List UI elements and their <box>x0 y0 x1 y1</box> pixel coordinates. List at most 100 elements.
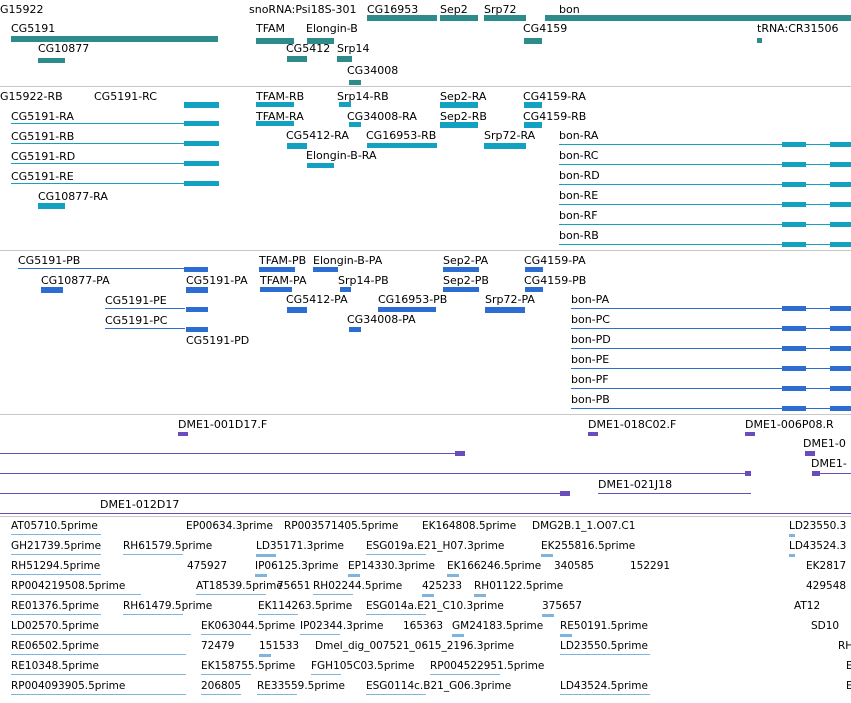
proteins-feature-label[interactable]: CG16953-PB <box>378 293 448 306</box>
proteins-feature-label[interactable]: Elongin-B-PA <box>313 254 383 267</box>
transcripts-exon-block[interactable] <box>782 202 806 207</box>
ests-feature-label[interactable]: LD43524.3 <box>789 540 847 552</box>
ests-feature-label[interactable]: EK164808.5prime <box>422 520 517 532</box>
genes-feature-label[interactable]: CG16953 <box>367 3 419 16</box>
transcript-track[interactable]: G15922-RB CG5191-RC CG5191-RA CG5191-RB CG51… <box>0 87 851 250</box>
transcripts-exon-block[interactable] <box>782 162 806 167</box>
ests-exon-block[interactable] <box>560 634 572 637</box>
est-track[interactable]: AT05710.5prime EP00634.3prime RP003571405.… <box>0 517 851 703</box>
transcripts-exon-block[interactable] <box>307 163 334 168</box>
ests-feature-label[interactable]: AT05710.5prime <box>11 520 98 532</box>
transcripts-feature-label[interactable]: Srp14-RB <box>337 90 389 103</box>
transcripts-intron-line[interactable] <box>559 244 851 245</box>
transcripts-intron-line[interactable] <box>559 224 851 225</box>
proteins-intron-line[interactable] <box>571 368 851 369</box>
clones-feature-label[interactable]: DME1-006P08.R <box>745 418 834 431</box>
ests-intron-line[interactable] <box>11 634 191 635</box>
ests-feature-label[interactable]: AT18539.5prime <box>196 580 283 592</box>
ests-exon-block[interactable] <box>789 554 795 557</box>
transcripts-feature-label[interactable]: Srp72-RA <box>484 129 536 142</box>
ests-feature-label[interactable]: 72479 <box>201 640 235 652</box>
genes-exon-block[interactable] <box>337 56 352 62</box>
proteins-exon-block[interactable] <box>830 326 851 331</box>
ests-intron-line[interactable] <box>201 694 241 695</box>
transcripts-exon-block[interactable] <box>184 181 219 186</box>
clones-feature-label[interactable]: DME1- <box>811 457 847 470</box>
genes-feature-label[interactable]: Elongin-B <box>306 22 358 35</box>
transcripts-feature-label[interactable]: CG4159-RB <box>523 110 587 123</box>
ests-feature-label[interactable]: Dmel_dig_007521_0615_2196.3prime <box>315 640 515 652</box>
ests-feature-label[interactable]: IP06125.3prime <box>255 560 339 572</box>
ests-feature-label[interactable]: EK158755.5prime <box>201 660 296 672</box>
proteins-exon-block[interactable] <box>340 287 351 292</box>
proteins-exon-block[interactable] <box>830 346 851 351</box>
ests-feature-label[interactable]: EK2817 <box>806 560 847 572</box>
ests-feature-label[interactable]: RE06502.5prime <box>11 640 99 652</box>
clones-feature-label[interactable]: DME1-001D17.F <box>178 418 268 431</box>
proteins-feature-label[interactable]: CG5191-PC <box>105 314 168 327</box>
proteins-exon-block[interactable] <box>830 406 851 411</box>
proteins-exon-block[interactable] <box>830 366 851 371</box>
ests-exon-block[interactable] <box>474 594 486 597</box>
ests-feature-label[interactable]: ESG014a.E21_C10.3prime <box>366 600 504 612</box>
ests-intron-line[interactable] <box>366 614 426 615</box>
genes-feature-label[interactable]: G15922 <box>0 3 44 16</box>
clones-intron-line[interactable] <box>812 473 851 474</box>
clones-exon-block[interactable] <box>745 432 755 436</box>
genes-exon-block[interactable] <box>545 15 851 21</box>
transcripts-exon-block[interactable] <box>367 143 437 148</box>
ests-intron-line[interactable] <box>11 594 141 595</box>
ests-feature-label[interactable]: RE01376.5prime <box>11 600 99 612</box>
transcripts-intron-line[interactable] <box>559 204 851 205</box>
transcripts-feature-label[interactable]: CG16953-RB <box>366 129 437 142</box>
ests-intron-line[interactable] <box>300 634 340 635</box>
transcripts-exon-block[interactable] <box>38 203 65 209</box>
proteins-exon-block[interactable] <box>259 267 295 272</box>
transcripts-exon-block[interactable] <box>256 121 294 126</box>
proteins-exon-block[interactable] <box>485 307 525 313</box>
proteins-feature-label[interactable]: bon-PF <box>571 373 609 386</box>
proteins-exon-block[interactable] <box>782 406 806 411</box>
transcripts-feature-label[interactable]: bon-RD <box>559 169 600 182</box>
genes-feature-label[interactable]: CG10877 <box>38 42 90 55</box>
transcripts-feature-label[interactable]: CG34008-RA <box>347 110 417 123</box>
proteins-feature-label[interactable]: bon-PD <box>571 333 611 346</box>
transcripts-feature-label[interactable]: CG10877-RA <box>38 190 108 203</box>
ests-feature-label[interactable]: FGH105C03.5prime <box>311 660 415 672</box>
proteins-exon-block[interactable] <box>525 267 543 272</box>
genes-feature-label[interactable]: CG5191 <box>11 22 56 35</box>
transcripts-feature-label[interactable]: CG5191-RD <box>11 150 76 163</box>
clones-exon-block[interactable] <box>588 432 598 436</box>
transcripts-exon-block[interactable] <box>830 202 851 207</box>
proteins-feature-label[interactable]: CG10877-PA <box>41 274 110 287</box>
ests-intron-line[interactable] <box>11 574 101 575</box>
clones-feature-label[interactable]: DME1-012D17 <box>100 498 180 511</box>
clones-exon-block[interactable] <box>745 471 751 476</box>
proteins-exon-block[interactable] <box>782 326 806 331</box>
ests-intron-line[interactable] <box>11 674 186 675</box>
ests-feature-label[interactable]: E <box>846 660 851 672</box>
genes-exon-block[interactable] <box>757 38 762 43</box>
proteins-feature-label[interactable]: CG5191-PD <box>186 334 250 347</box>
proteins-feature-label[interactable]: CG5412-PA <box>286 293 348 306</box>
genes-feature-label[interactable]: tRNA:CR31506 <box>757 22 839 35</box>
proteins-exon-block[interactable] <box>830 386 851 391</box>
transcripts-feature-label[interactable]: CG5191-RA <box>11 110 74 123</box>
proteins-intron-line[interactable] <box>571 388 851 389</box>
ests-exon-block[interactable] <box>259 654 271 657</box>
transcripts-feature-label[interactable]: CG5191-RE <box>11 170 74 183</box>
ests-feature-label[interactable]: LD23550.3 <box>789 520 847 532</box>
genes-feature-label[interactable]: Srp14 <box>337 42 370 55</box>
transcripts-feature-label[interactable]: TFAM-RA <box>256 110 304 123</box>
proteins-exon-block[interactable] <box>782 366 806 371</box>
ests-feature-label[interactable]: 475927 <box>187 560 228 572</box>
transcripts-exon-block[interactable] <box>184 161 219 166</box>
transcripts-intron-line[interactable] <box>559 184 851 185</box>
clones-intron-line[interactable] <box>0 513 851 514</box>
ests-feature-label[interactable]: RP004093905.5prime <box>11 680 126 692</box>
clones-feature-label[interactable]: DME1-018C02.F <box>588 418 677 431</box>
transcripts-feature-label[interactable]: Sep2-RA <box>440 90 487 103</box>
genes-feature-label[interactable]: CG5412 <box>286 42 331 55</box>
ests-feature-label[interactable]: GM24183.5prime <box>452 620 544 632</box>
transcripts-exon-block[interactable] <box>524 122 542 128</box>
